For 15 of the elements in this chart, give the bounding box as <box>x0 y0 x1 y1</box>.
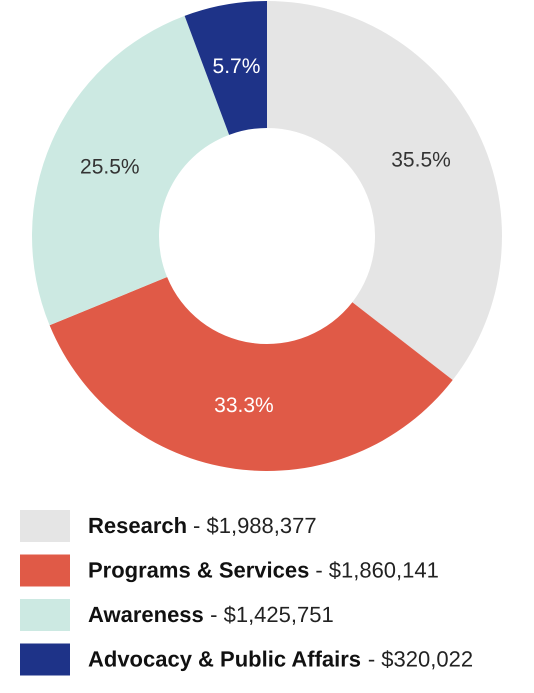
legend-label: Advocacy & Public Affairs <box>88 646 362 672</box>
text: - $1,988,377 <box>193 513 317 538</box>
data-label: 25.5% <box>80 155 140 178</box>
legend-label: Research <box>88 513 188 538</box>
text: - $1,860,141 <box>315 558 439 582</box>
donut-slice <box>184 1 267 135</box>
legend-label: Awareness <box>88 602 204 627</box>
text: - $320,022 <box>368 646 474 672</box>
text: - $1,425,751 <box>210 602 334 627</box>
donut-slice <box>267 1 502 380</box>
data-label: 5.7% <box>212 55 260 78</box>
data-label: 35.5% <box>391 148 451 172</box>
legend-label: Programs & Services <box>88 558 310 582</box>
data-label: 33.3% <box>214 394 274 417</box>
donut-slice <box>50 277 453 471</box>
